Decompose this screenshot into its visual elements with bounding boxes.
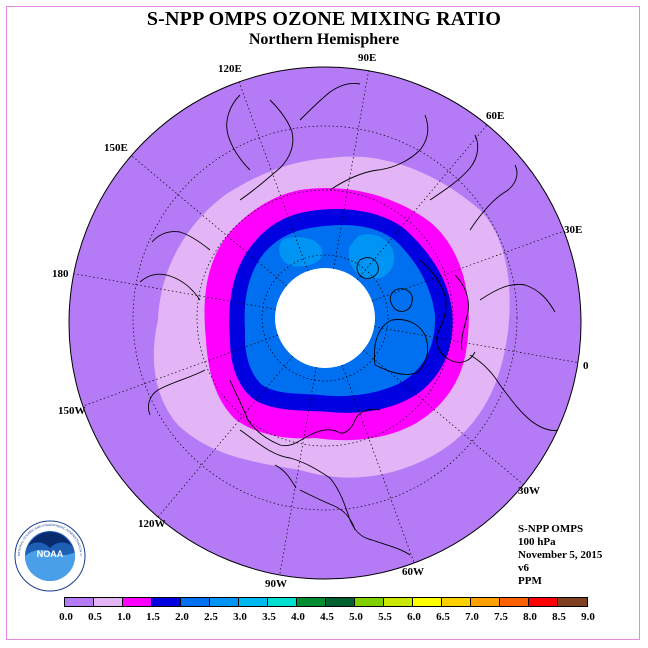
color-bar-legend: [64, 597, 588, 607]
legend-swatch: [442, 598, 471, 606]
legend-tick-label: 8.0: [523, 611, 537, 623]
legend-tick-label: 1.5: [146, 611, 160, 623]
ozone-band-2.5-3.0-patch: [348, 234, 395, 279]
figure-subtitle: Northern Hemisphere: [248, 31, 400, 48]
meridian-line: [156, 356, 294, 519]
meridian-line: [333, 67, 371, 269]
legend-swatch: [471, 598, 500, 606]
legend-tick-label: 6.5: [436, 611, 450, 623]
legend-swatch: [297, 598, 326, 606]
figure-frame: [6, 6, 640, 640]
lon-label-90e: 90E: [358, 52, 377, 64]
lon-label-60e: 60E: [486, 110, 505, 122]
legend-tick-label: 3.0: [233, 611, 247, 623]
legend-swatch: [384, 598, 413, 606]
legend-tick-label: 0.5: [88, 611, 102, 623]
lon-label-150e: 150E: [104, 142, 128, 154]
legend-tick-label: 1.0: [117, 611, 131, 623]
legend-tick-label: 9.0: [581, 611, 595, 623]
meridian-line: [235, 71, 309, 272]
meridian-line: [69, 272, 276, 310]
legend-tick-label: 3.5: [262, 611, 276, 623]
product-info: S-NPP OMPS 100 hPa November 5, 2015 v6 P…: [518, 523, 602, 588]
lon-label-30w: 30W: [518, 485, 540, 497]
legend-swatch: [123, 598, 152, 606]
color-bar-ticks: 0.0 0.5 1.0 1.5 2.0 2.5 3.0 3.5 4.0 4.5 5.0 5.5 6.0 6…: [0, 611, 648, 625]
legend-swatch: [152, 598, 181, 606]
info-instrument: S-NPP OMPS: [518, 523, 584, 535]
legend-swatch: [529, 598, 558, 606]
legend-tick-label: 6.0: [407, 611, 421, 623]
lon-label-0: 0: [583, 360, 589, 372]
legend-swatch: [239, 598, 268, 606]
legend-swatch: [355, 598, 384, 606]
legend-tick-label: 2.5: [204, 611, 218, 623]
legend-tick-label: 4.5: [320, 611, 334, 623]
meridian-line: [341, 364, 415, 565]
legend-tick-label: 5.0: [349, 611, 363, 623]
legend-swatch: [268, 598, 297, 606]
lon-label-120w: 120W: [138, 518, 166, 530]
legend-tick-label: 2.0: [175, 611, 189, 623]
figure-title: S-NPP OMPS OZONE MIXING RATIO: [146, 8, 502, 30]
info-units: PPM: [518, 575, 542, 587]
legend-tick-label: 4.0: [291, 611, 305, 623]
legend-swatch: [181, 598, 210, 606]
meridian-line: [124, 149, 287, 287]
legend-tick-label: 0.0: [59, 611, 73, 623]
legend-tick-label: 7.0: [465, 611, 479, 623]
lon-label-150w: 150W: [58, 405, 86, 417]
legend-tick-label: 5.5: [378, 611, 392, 623]
info-level: 100 hPa: [518, 536, 556, 548]
lon-label-120e: 120E: [218, 63, 242, 75]
info-date: November 5, 2015: [518, 549, 603, 561]
lon-label-90w: 90W: [265, 578, 287, 590]
map-boundary: [68, 66, 582, 580]
polar-data-gap: [275, 268, 375, 368]
coastlines: [139, 82, 561, 556]
legend-swatch: [413, 598, 442, 606]
info-version: v6: [518, 562, 529, 574]
lon-label-180: 180: [52, 268, 69, 280]
noaa-logo: NOAA NATIONAL OCEANIC AND ATMOSPHERIC AD…: [14, 520, 86, 592]
meridian-line: [78, 334, 279, 408]
legend-swatch: [558, 598, 587, 606]
legend-tick-label: 8.5: [552, 611, 566, 623]
meridian-line: [374, 326, 581, 364]
meridian-line: [279, 367, 317, 577]
lon-label-60w: 60W: [402, 566, 424, 578]
meridians: [69, 67, 581, 577]
legend-swatch: [210, 598, 239, 606]
legend-swatch: [326, 598, 355, 606]
latitude-circles: [132, 125, 518, 511]
legend-swatch: [500, 598, 529, 606]
logo-noaa-text: NOAA: [37, 549, 64, 559]
meridian-line: [363, 349, 526, 487]
legend-swatch: [94, 598, 123, 606]
legend-swatch: [65, 598, 94, 606]
meridian-line: [371, 228, 572, 302]
lon-label-30e: 30E: [564, 224, 583, 236]
meridian-line: [356, 117, 494, 280]
legend-tick-label: 7.5: [494, 611, 508, 623]
